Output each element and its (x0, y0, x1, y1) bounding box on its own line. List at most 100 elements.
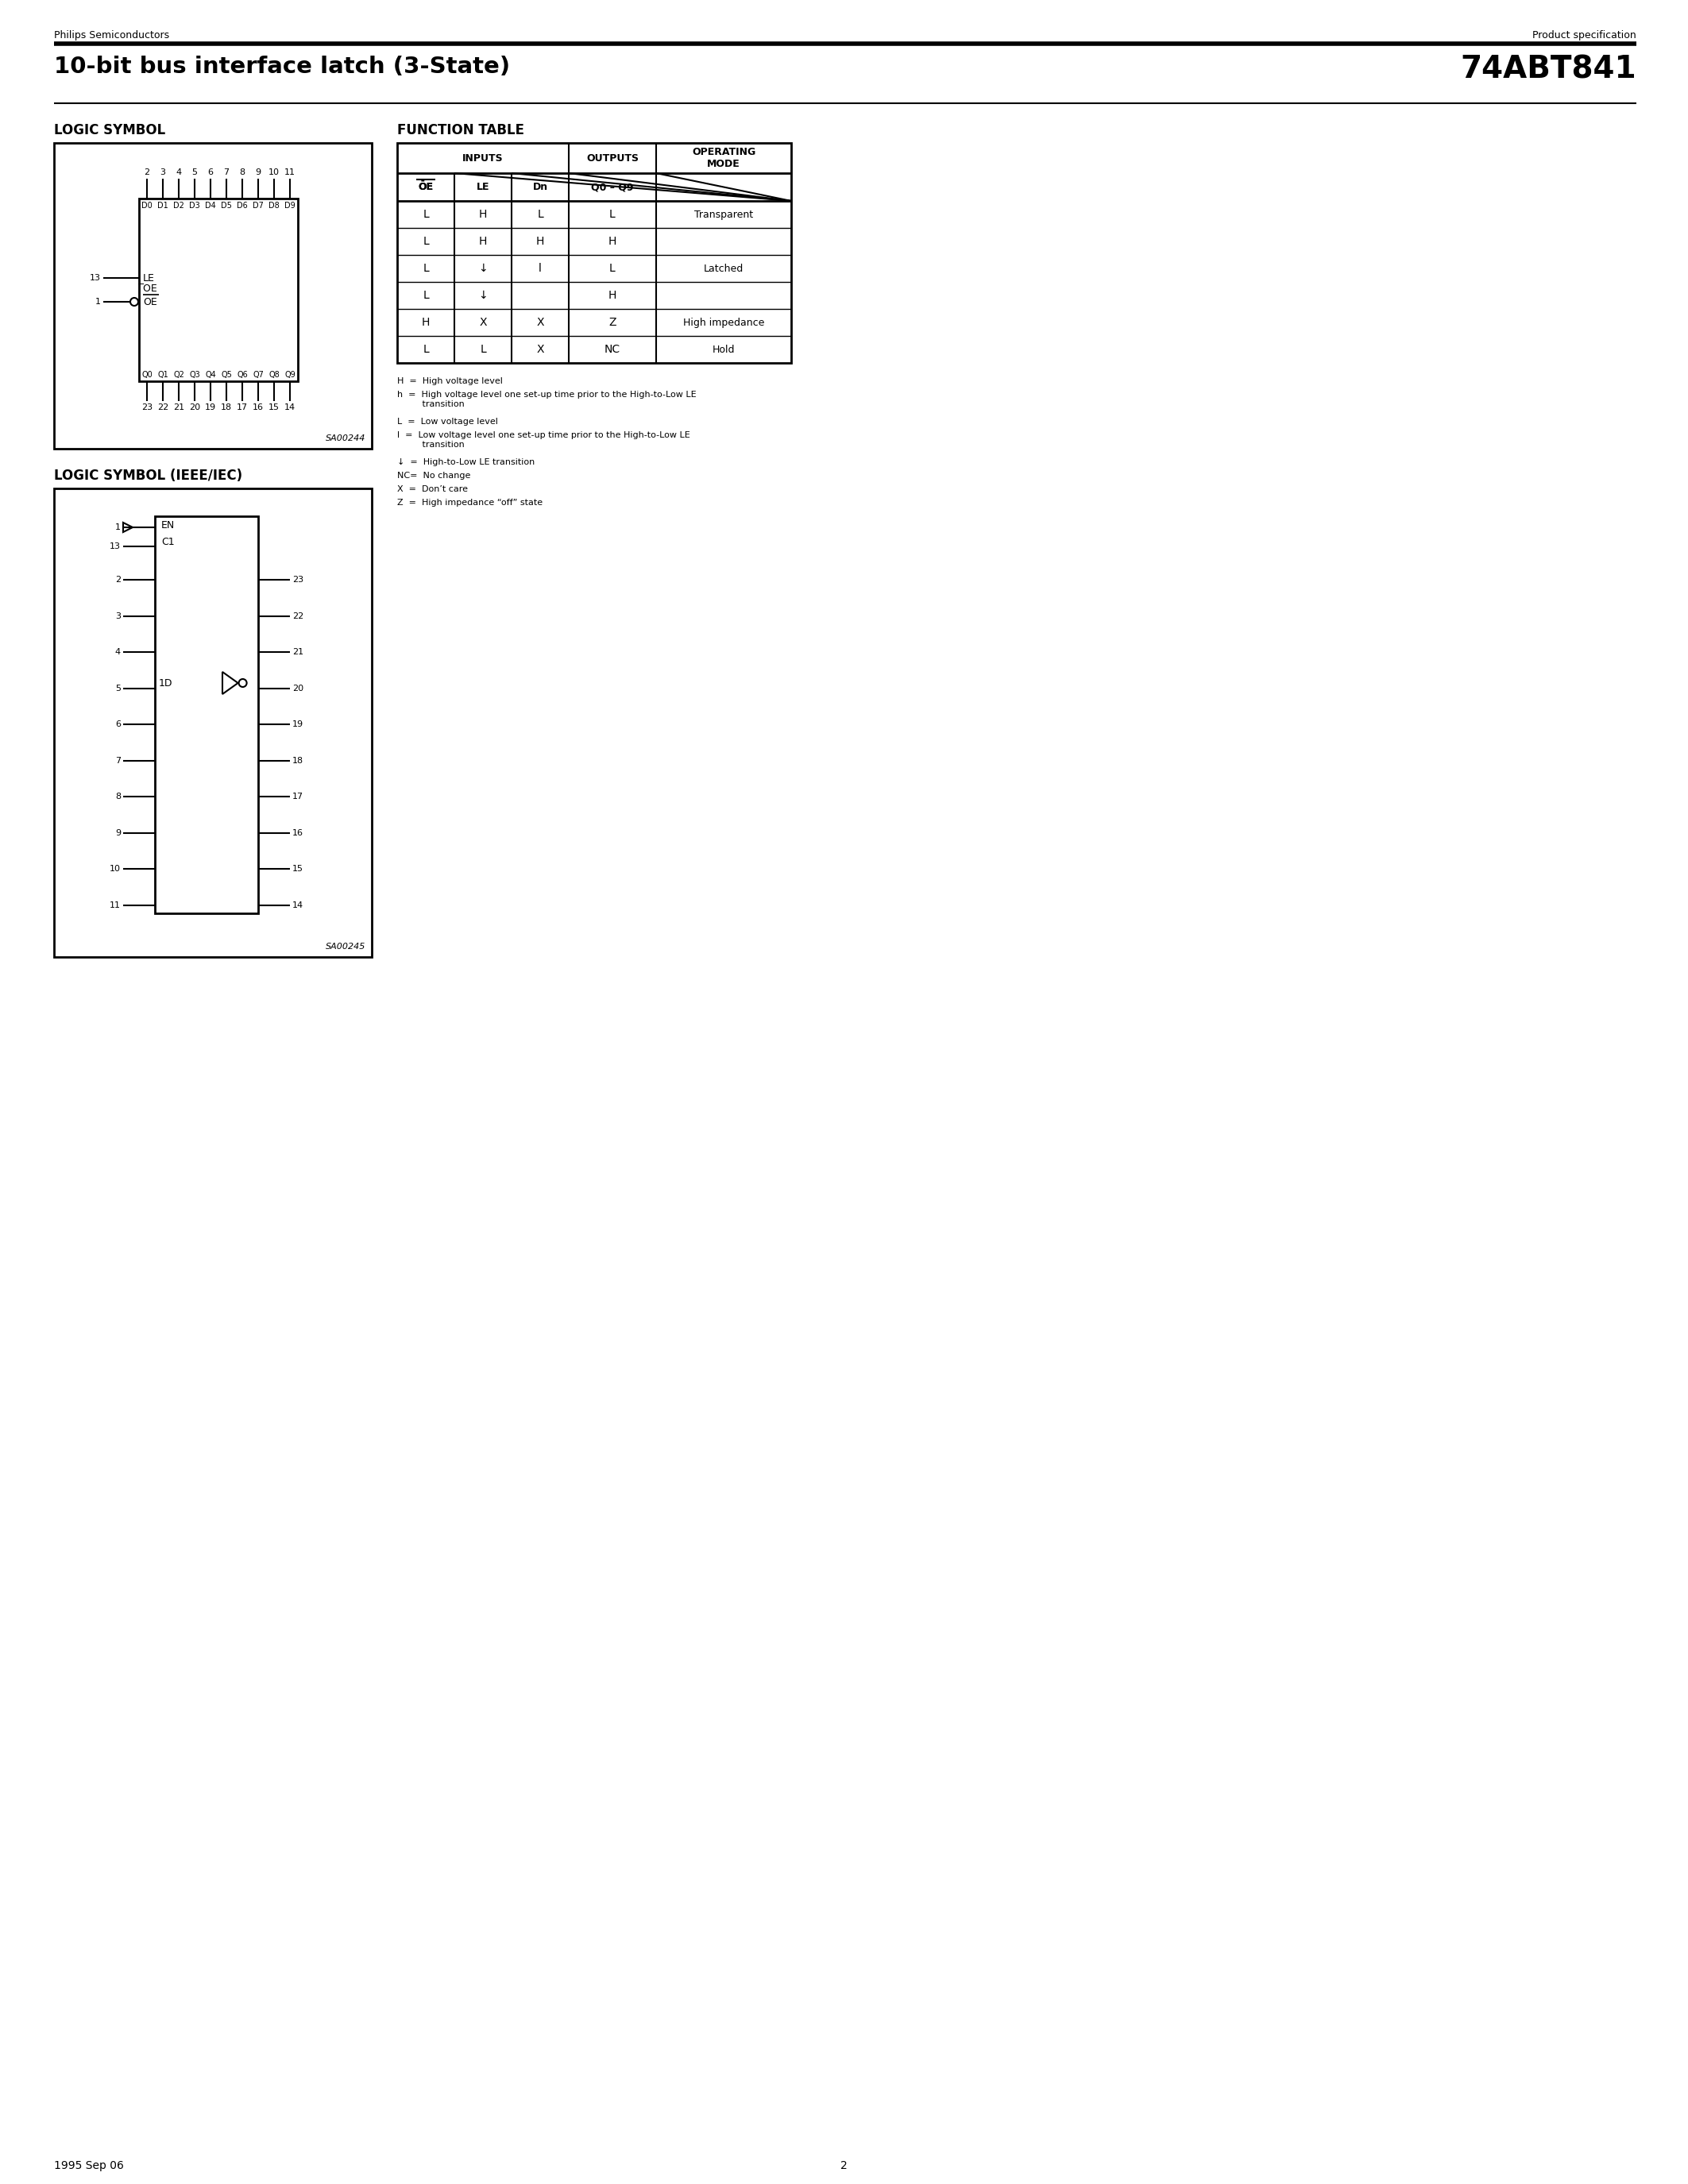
Text: 20: 20 (292, 684, 304, 692)
Circle shape (238, 679, 246, 688)
Text: H: H (422, 317, 430, 328)
Text: D2: D2 (174, 201, 184, 210)
Bar (155, 515, 258, 913)
Text: D0: D0 (142, 201, 152, 210)
Text: 8: 8 (240, 168, 245, 177)
Text: H: H (608, 290, 616, 301)
Text: 22: 22 (157, 404, 169, 411)
Text: Q5: Q5 (221, 371, 231, 378)
Text: 10: 10 (268, 168, 280, 177)
Text: D8: D8 (268, 201, 280, 210)
Text: OE: OE (143, 297, 157, 308)
Text: 3: 3 (115, 612, 122, 620)
Text: 6: 6 (115, 721, 122, 729)
Text: Q2: Q2 (174, 371, 184, 378)
Text: Q6: Q6 (236, 371, 248, 378)
Text: ↓  =  High-to-Low LE transition: ↓ = High-to-Low LE transition (397, 459, 535, 465)
Text: Q4: Q4 (204, 371, 216, 378)
Text: 19: 19 (204, 404, 216, 411)
Text: OE: OE (419, 181, 434, 192)
Text: 11: 11 (284, 168, 295, 177)
Text: L: L (609, 210, 616, 221)
Text: X: X (479, 317, 486, 328)
Text: Product specification: Product specification (1533, 31, 1636, 41)
Text: 21: 21 (174, 404, 184, 411)
Text: L: L (609, 262, 616, 273)
Text: l: l (538, 262, 542, 273)
Text: 10: 10 (110, 865, 122, 874)
Text: D3: D3 (189, 201, 201, 210)
Text: 2: 2 (115, 577, 122, 583)
Text: L: L (422, 343, 429, 356)
Text: 16: 16 (253, 404, 263, 411)
Text: 18: 18 (221, 404, 231, 411)
Text: ↓: ↓ (478, 290, 488, 301)
Text: 13: 13 (89, 273, 101, 282)
Bar (397, 142, 792, 363)
Text: INPUTS: INPUTS (463, 153, 503, 164)
Text: Q3: Q3 (189, 371, 201, 378)
Text: Z  =  High impedance “off” state: Z = High impedance “off” state (397, 498, 542, 507)
Bar (138, 199, 297, 382)
Text: L  =  Low voltage level: L = Low voltage level (397, 417, 498, 426)
Text: 5: 5 (192, 168, 197, 177)
Text: ŌE: ŌE (419, 181, 434, 192)
Text: 14: 14 (284, 404, 295, 411)
Text: Transparent: Transparent (694, 210, 753, 221)
Text: NC: NC (604, 343, 621, 356)
Text: l  =  Low voltage level one set-up time prior to the High-to-Low LE
         tra: l = Low voltage level one set-up time pr… (397, 430, 690, 448)
Text: 17: 17 (236, 404, 248, 411)
Text: H: H (479, 210, 488, 221)
Text: 2: 2 (841, 2160, 847, 2171)
Text: 15: 15 (292, 865, 304, 874)
Text: ↓: ↓ (478, 262, 488, 273)
Text: 20: 20 (189, 404, 201, 411)
Text: H: H (608, 236, 616, 247)
Bar (54, 142, 371, 448)
Text: 14: 14 (292, 902, 304, 909)
Text: H: H (479, 236, 488, 247)
Text: C1: C1 (162, 537, 174, 548)
Text: L: L (537, 210, 544, 221)
Text: OUTPUTS: OUTPUTS (586, 153, 638, 164)
Text: 23: 23 (292, 577, 304, 583)
Text: LE: LE (476, 181, 490, 192)
Text: ̅OE: ̅OE (143, 284, 157, 295)
Text: 1: 1 (95, 297, 101, 306)
Text: LE: LE (143, 273, 155, 284)
Text: H  =  High voltage level: H = High voltage level (397, 378, 503, 384)
Text: NC=  No change: NC= No change (397, 472, 471, 480)
Text: L: L (479, 343, 486, 356)
Text: D9: D9 (285, 201, 295, 210)
Text: 74ABT841: 74ABT841 (1460, 55, 1636, 85)
Text: 23: 23 (142, 404, 152, 411)
Text: 1: 1 (115, 524, 122, 531)
Text: L: L (422, 290, 429, 301)
Text: D5: D5 (221, 201, 231, 210)
Text: 22: 22 (292, 612, 304, 620)
Text: 6: 6 (208, 168, 213, 177)
Text: EN: EN (162, 520, 176, 531)
Text: 21: 21 (292, 649, 304, 655)
Text: Q1: Q1 (157, 371, 169, 378)
Text: 13: 13 (110, 542, 122, 550)
Bar (54, 489, 371, 957)
Text: D7: D7 (253, 201, 263, 210)
Text: H: H (537, 236, 544, 247)
Text: Dn: Dn (533, 181, 547, 192)
Text: 4: 4 (115, 649, 122, 655)
Text: L: L (422, 236, 429, 247)
Text: X: X (537, 343, 544, 356)
Text: L: L (422, 210, 429, 221)
Text: h  =  High voltage level one set-up time prior to the High-to-Low LE
         tr: h = High voltage level one set-up time p… (397, 391, 697, 408)
Text: 16: 16 (292, 830, 304, 836)
Text: 4: 4 (176, 168, 182, 177)
Text: Q8: Q8 (268, 371, 280, 378)
Text: 9: 9 (255, 168, 262, 177)
Text: Z: Z (609, 317, 616, 328)
Text: D4: D4 (204, 201, 216, 210)
Text: Q7: Q7 (253, 371, 263, 378)
Text: 18: 18 (292, 756, 304, 764)
Text: SA00245: SA00245 (326, 943, 365, 950)
Text: 11: 11 (110, 902, 122, 909)
